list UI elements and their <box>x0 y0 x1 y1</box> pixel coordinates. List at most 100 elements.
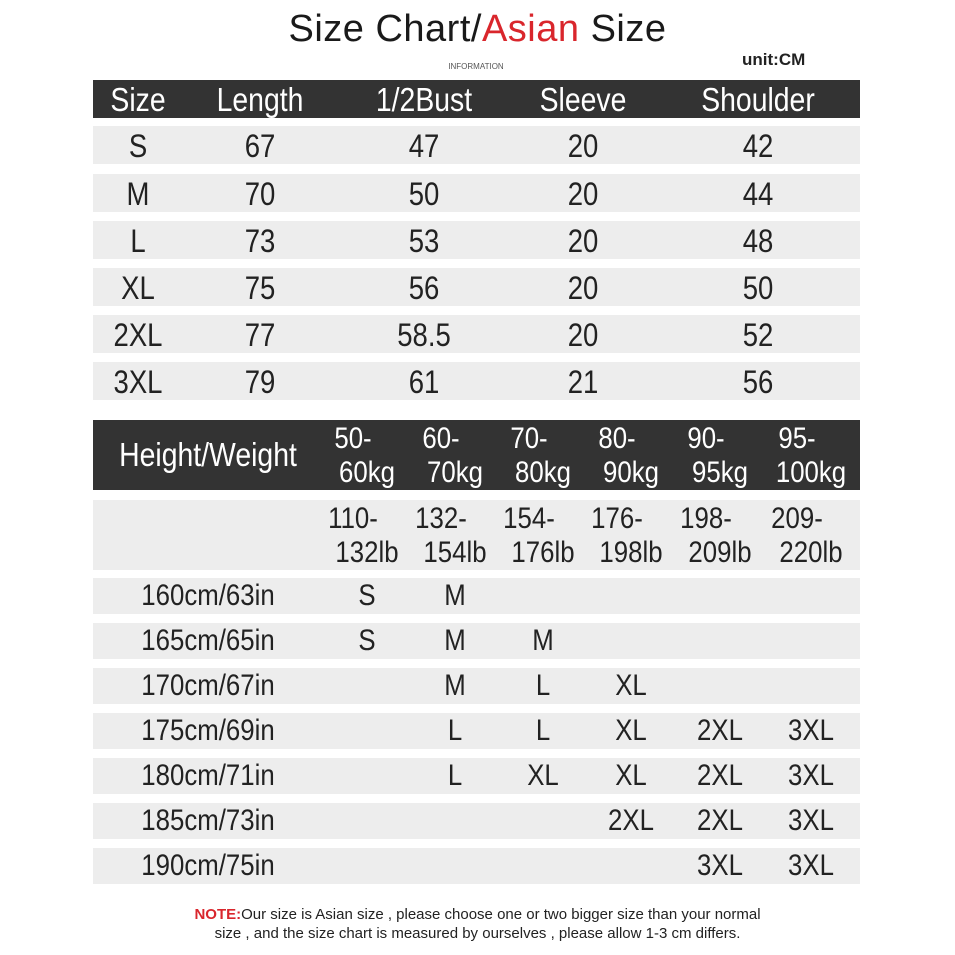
table-row: 3XL 79 61 21 56 <box>93 362 860 400</box>
column-header: 1/2Bust <box>375 81 473 118</box>
table-row: 185cm/73in 2XL 2XL 3XL <box>93 803 860 839</box>
size-cell: S <box>358 579 376 612</box>
column-header: Shoulder <box>701 81 815 118</box>
table-cell: S <box>128 128 148 164</box>
table-cell: 75 <box>244 270 276 306</box>
size-cell: L <box>535 714 551 747</box>
weight-lb-header: 209- <box>771 502 823 535</box>
table-cell: 67 <box>244 128 276 164</box>
weight-kg-header: 80- <box>598 422 636 455</box>
size-cell: 2XL <box>697 804 743 837</box>
weight-kg-header: 80kg <box>515 456 571 489</box>
table-cell: 44 <box>742 176 774 212</box>
size-cell: S <box>358 624 376 657</box>
table-row: M 70 50 20 44 <box>93 174 860 212</box>
column-header: Sleeve <box>539 81 627 118</box>
table-cell: 20 <box>567 223 599 259</box>
table-cell: 20 <box>567 270 599 306</box>
weight-lb-header: 132lb <box>335 536 399 569</box>
note-line-1: NOTE:Our size is Asian size , please cho… <box>0 905 955 924</box>
size-cell: M <box>444 624 466 657</box>
size-cell: 3XL <box>788 759 834 792</box>
table-cell: 47 <box>408 128 440 164</box>
size-cell: L <box>447 714 463 747</box>
size-cell: L <box>535 669 551 702</box>
table-cell: 53 <box>408 223 440 259</box>
table-cell: 58.5 <box>397 317 451 353</box>
table-cell: 42 <box>742 128 774 164</box>
weight-kg-header: 70- <box>510 422 548 455</box>
size-cell: 3XL <box>788 804 834 837</box>
table-row: 160cm/63in S M <box>93 578 860 614</box>
table-cell: 50 <box>408 176 440 212</box>
size-table-header: Size Length 1/2Bust Sleeve Shoulder <box>93 80 860 118</box>
table-cell: 56 <box>742 364 774 400</box>
note-label: NOTE: <box>194 906 242 923</box>
weight-lb-header: 198lb <box>599 536 663 569</box>
weight-lb-header: 209lb <box>688 536 752 569</box>
unit-label: unit:CM <box>742 50 806 69</box>
table-cell: 20 <box>567 128 599 164</box>
size-cell: M <box>532 624 554 657</box>
weight-lb-header: 110- <box>328 502 378 535</box>
size-cell: 3XL <box>788 849 834 882</box>
table-row: 170cm/67in M L XL <box>93 668 860 704</box>
column-header: Size <box>110 81 166 118</box>
table-row: 175cm/69in L L XL 2XL 3XL <box>93 713 860 749</box>
height-cell: 190cm/75in <box>141 849 275 882</box>
table-cell: L <box>130 223 146 259</box>
table-row: XL 75 56 20 50 <box>93 268 860 306</box>
column-header: Length <box>216 81 304 118</box>
weight-kg-header: 90kg <box>603 456 659 489</box>
height-cell: 170cm/67in <box>141 669 275 702</box>
table-row: 190cm/75in 3XL 3XL <box>93 848 860 884</box>
table-cell: 56 <box>408 270 440 306</box>
table-cell: 2XL <box>113 317 163 353</box>
size-cell: 3XL <box>788 714 834 747</box>
table-cell: 79 <box>244 364 276 400</box>
table-cell: 20 <box>567 176 599 212</box>
weight-lb-header: 220lb <box>779 536 843 569</box>
table-row: S 67 47 20 42 <box>93 126 860 164</box>
table-cell: 3XL <box>113 364 163 400</box>
size-note: NOTE:Our size is Asian size , please cho… <box>0 905 955 943</box>
size-cell: M <box>444 669 466 702</box>
weight-lb-row: 110- 132lb 132- 154lb 154- 176lb 176- 198lb 198-… <box>93 500 860 570</box>
page-title: Size Chart/Asian Size <box>0 8 955 51</box>
table-cell: 61 <box>408 364 440 400</box>
table-row: 165cm/65in S M M <box>93 623 860 659</box>
weight-kg-header: 95- <box>778 422 816 455</box>
table-cell: 50 <box>742 270 774 306</box>
note-line-2: size , and the size chart is measured by… <box>214 925 741 942</box>
weight-lb-header: 132- <box>415 502 467 535</box>
weight-kg-header: 50- <box>334 422 372 455</box>
weight-kg-header: 60kg <box>339 456 395 489</box>
size-cell: 2XL <box>608 804 654 837</box>
weight-kg-header: 70kg <box>427 456 483 489</box>
weight-lb-header: 198- <box>680 502 732 535</box>
size-cell: M <box>444 579 466 612</box>
height-cell: 160cm/63in <box>141 579 275 612</box>
title-suffix: Size <box>579 8 667 50</box>
size-cell: XL <box>615 759 647 792</box>
table-cell: 70 <box>244 176 276 212</box>
size-cell: 3XL <box>697 849 743 882</box>
title-text: Size Chart/ <box>288 8 482 50</box>
note-text-1: Our size is Asian size , please choose o… <box>241 906 761 923</box>
height-cell: 175cm/69in <box>141 714 275 747</box>
table-row: 180cm/71in L XL XL 2XL 3XL <box>93 758 860 794</box>
weight-lb-header: 176lb <box>511 536 575 569</box>
size-cell: XL <box>527 759 559 792</box>
weight-lb-header: 154lb <box>423 536 487 569</box>
size-cell: XL <box>615 669 647 702</box>
height-cell: 185cm/73in <box>141 804 275 837</box>
weight-kg-header: 60- <box>422 422 460 455</box>
weight-lb-header: 154- <box>503 502 555 535</box>
weight-kg-header: 100kg <box>775 456 847 489</box>
table-cell: 73 <box>244 223 276 259</box>
information-label: INFORMATION <box>448 62 504 71</box>
weight-kg-header: 90- <box>687 422 725 455</box>
size-cell: 2XL <box>697 714 743 747</box>
table-cell: M <box>126 176 150 212</box>
table-row: L 73 53 20 48 <box>93 221 860 259</box>
